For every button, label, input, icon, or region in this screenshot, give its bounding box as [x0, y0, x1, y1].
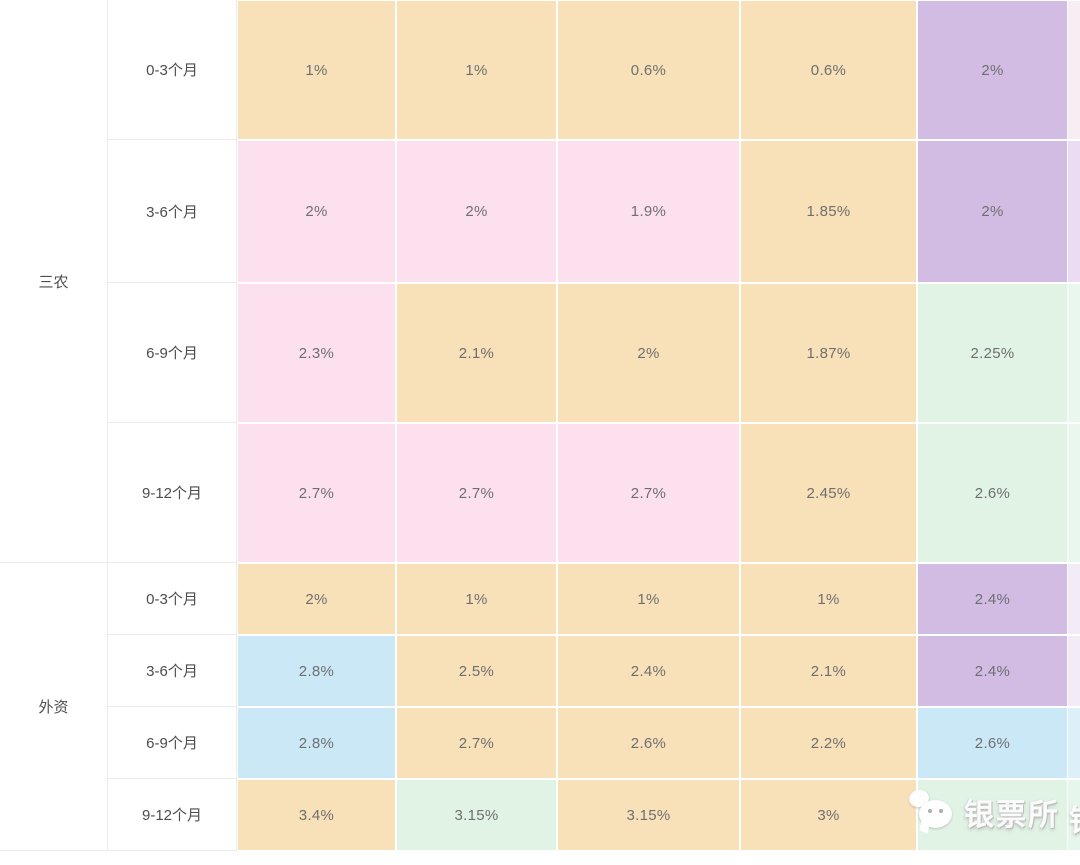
rate-cell: 2.4% [557, 635, 740, 707]
rate-cell: 2.7% [396, 707, 557, 779]
rate-cell: 2.45% [740, 423, 917, 563]
rate-cell: 1% [396, 563, 557, 635]
rate-cell: 2.1% [740, 635, 917, 707]
rate-cell: 2.4% [917, 635, 1068, 707]
rate-cell: 3.4% [237, 779, 396, 851]
period-cell: 3-6个月 [108, 635, 237, 707]
period-cell: 6-9个月 [108, 707, 237, 779]
period-cell: 6-9个月 [108, 283, 237, 423]
rate-cell: 1.9% [557, 140, 740, 283]
rate-cell: 2.25% [917, 283, 1068, 423]
rate-cell: 1% [740, 563, 917, 635]
rate-cell: 3.15% [396, 779, 557, 851]
rate-cell: 3.15% [557, 779, 740, 851]
period-cell: 9-12个月 [108, 779, 237, 851]
rate-cell: 1% [557, 563, 740, 635]
rate-cell: 2% [237, 563, 396, 635]
edge-sliver [1068, 423, 1080, 563]
rate-cell: 2.6% [917, 707, 1068, 779]
rate-cell: 1% [237, 0, 396, 140]
rate-cell: 2.4% [917, 563, 1068, 635]
period-cell: 9-12个月 [108, 423, 237, 563]
period-cell: 0-3个月 [108, 0, 237, 140]
edge-sliver [1068, 0, 1080, 140]
rate-cell: 2.7% [557, 423, 740, 563]
edge-sliver [1068, 707, 1080, 779]
edge-sliver [1068, 563, 1080, 635]
edge-sliver [1068, 283, 1080, 423]
rate-cell: 0.6% [740, 0, 917, 140]
rate-cell: 2% [917, 140, 1068, 283]
rate-cell: 1.87% [740, 283, 917, 423]
section-label: 三农 [0, 0, 108, 563]
rate-cell: 2.7% [396, 423, 557, 563]
rate-cell: 2.1% [396, 283, 557, 423]
rate-cell: 2.6% [917, 423, 1068, 563]
edge-sliver [1068, 635, 1080, 707]
rate-cell: 2.5% [396, 635, 557, 707]
rate-cell: 2% [917, 0, 1068, 140]
rate-cell: 2.2% [740, 707, 917, 779]
rate-cell: 2.6% [557, 707, 740, 779]
rate-cell: 2.7% [237, 423, 396, 563]
rate-cell: 2% [557, 283, 740, 423]
rate-cell: 2.3% [237, 283, 396, 423]
edge-sliver [1068, 140, 1080, 283]
rate-cell: 1.85% [740, 140, 917, 283]
period-cell: 0-3个月 [108, 563, 237, 635]
period-cell: 3-6个月 [108, 140, 237, 283]
rate-cell: 1% [396, 0, 557, 140]
rate-cell: 0.6% [557, 0, 740, 140]
rate-cell: 2% [396, 140, 557, 283]
rate-cell: 2% [237, 140, 396, 283]
rate-cell: 2.8% [237, 635, 396, 707]
section-label: 外资 [0, 563, 108, 851]
edge-sliver [1068, 779, 1080, 851]
rate-cell: 2.8% [237, 707, 396, 779]
rate-cell: 3% [740, 779, 917, 851]
rate-cell [917, 779, 1068, 851]
